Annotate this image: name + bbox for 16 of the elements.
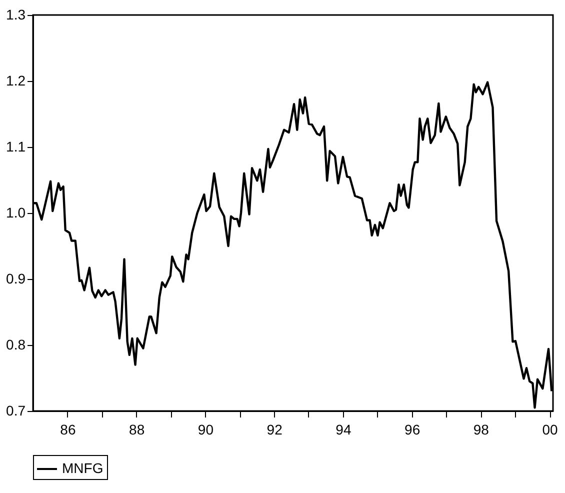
y-tick-label: 0.8 [6,336,26,352]
legend-label: MNFG [62,460,104,476]
y-tick-label: 1.2 [6,72,26,88]
y-tick-label: 1.1 [6,138,26,154]
x-tick-label: 92 [266,422,283,438]
x-tick-label: 86 [60,422,76,438]
x-tick-label: 88 [129,422,145,438]
y-tick-label: 0.9 [6,270,26,286]
y-tick-label: 1.0 [6,204,26,220]
x-tick-label: 90 [198,422,214,438]
y-tick-label: 0.7 [6,402,26,418]
y-tick-label: 1.3 [6,6,26,22]
x-tick-label: 94 [336,422,352,438]
x-tick-label: 96 [404,422,420,438]
x-tick-label: 98 [473,422,490,438]
x-tick-label: 00 [542,422,558,438]
